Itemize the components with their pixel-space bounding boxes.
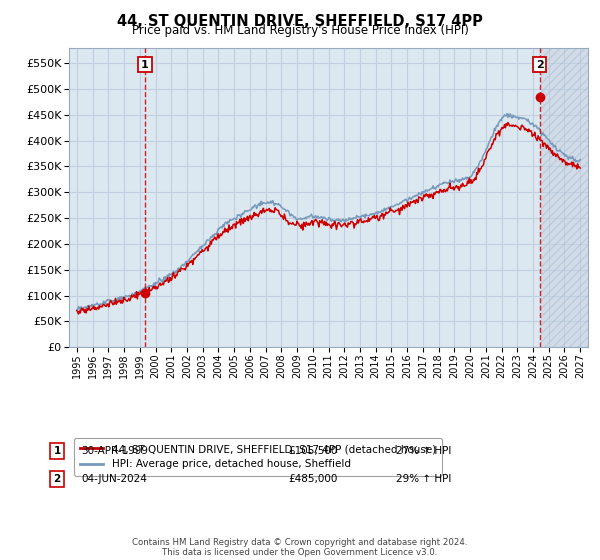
Bar (541, 48, 588, 347)
Text: Contains HM Land Registry data © Crown copyright and database right 2024.
This d: Contains HM Land Registry data © Crown c… (132, 538, 468, 557)
Bar (541, 48, 588, 347)
Text: £105,500: £105,500 (288, 446, 337, 456)
Text: 04-JUN-2024: 04-JUN-2024 (81, 474, 147, 484)
Text: 27% ↑ HPI: 27% ↑ HPI (396, 446, 451, 456)
Text: Price paid vs. HM Land Registry's House Price Index (HPI): Price paid vs. HM Land Registry's House … (131, 24, 469, 37)
Text: 30-APR-1999: 30-APR-1999 (81, 446, 148, 456)
Text: 1: 1 (53, 446, 61, 456)
Text: 2: 2 (536, 59, 544, 69)
Text: £485,000: £485,000 (288, 474, 337, 484)
Legend: 44, ST QUENTIN DRIVE, SHEFFIELD, S17 4PP (detached house), HPI: Average price, d: 44, ST QUENTIN DRIVE, SHEFFIELD, S17 4PP… (74, 438, 442, 475)
Text: 44, ST QUENTIN DRIVE, SHEFFIELD, S17 4PP: 44, ST QUENTIN DRIVE, SHEFFIELD, S17 4PP (117, 14, 483, 29)
Text: 2: 2 (53, 474, 61, 484)
Text: 1: 1 (141, 59, 149, 69)
Text: 29% ↑ HPI: 29% ↑ HPI (396, 474, 451, 484)
